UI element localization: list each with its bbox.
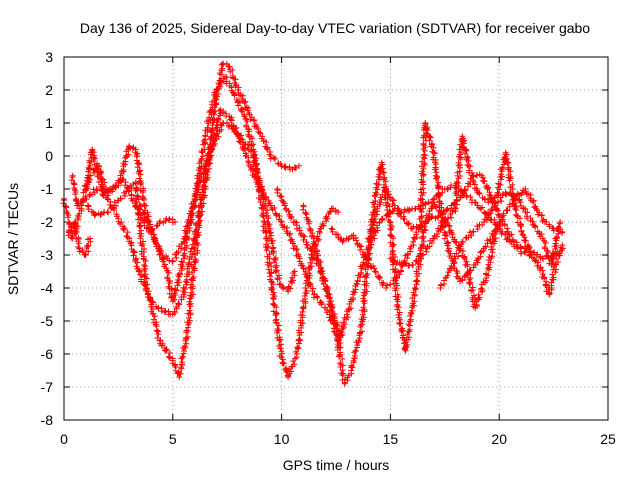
track-markers [388, 135, 566, 297]
track-markers [65, 220, 94, 258]
data-point [463, 258, 470, 265]
data-point [91, 212, 98, 219]
x-tick-label: 5 [169, 431, 177, 447]
y-axis-label: SDTVAR / TECUs [5, 183, 21, 295]
track-markers [137, 74, 339, 379]
series-track-4 [137, 73, 342, 381]
y-tick-label: 2 [45, 82, 53, 98]
x-tick-label: 25 [600, 431, 616, 447]
y-tick-label: -3 [41, 247, 54, 263]
y-tick-label: -1 [41, 181, 54, 197]
data-point [119, 176, 126, 183]
y-tick-label: 0 [45, 148, 53, 164]
data-point [226, 63, 233, 70]
x-axis-label: GPS time / hours [283, 457, 390, 473]
grid-lines [63, 56, 609, 421]
track-markers [300, 182, 533, 340]
series-track-11 [81, 146, 178, 235]
data-point [372, 268, 379, 275]
series-track-10 [437, 189, 564, 291]
series-track-9 [387, 133, 566, 298]
x-tick-labels: 0 5 10 15 20 25 [60, 431, 616, 447]
data-point [169, 298, 176, 305]
series-track-7 [328, 171, 564, 291]
x-tick-label: 10 [274, 431, 290, 447]
x-tick-label: 15 [383, 431, 399, 447]
data-point [84, 202, 91, 209]
plot-frame [63, 56, 609, 421]
data-point [278, 219, 285, 225]
y-tick-label: 1 [45, 115, 53, 131]
series-track-8 [365, 120, 566, 285]
data-point [276, 281, 283, 288]
y-tick-label: -6 [41, 346, 54, 362]
y-tick-label: -2 [41, 214, 54, 230]
y-tick-label: -8 [41, 412, 54, 428]
track-markers [437, 190, 564, 289]
data-point [328, 225, 335, 232]
y-tick-label: -5 [41, 313, 54, 329]
x-tick-label: 0 [60, 431, 68, 447]
y-tick-label: 3 [45, 49, 53, 65]
chart-title: Day 136 of 2025, Sidereal Day-to-day VTE… [80, 20, 590, 36]
data-points [60, 60, 566, 387]
x-tick-label: 20 [491, 431, 507, 447]
axis-ticks [63, 56, 609, 421]
y-tick-label: -4 [41, 280, 54, 296]
y-tick-labels: -8 -7 -6 -5 -4 -3 -2 -1 0 1 2 3 [41, 49, 54, 428]
y-tick-label: -7 [41, 379, 54, 395]
series-track-12 [65, 219, 94, 258]
track-markers [81, 147, 176, 234]
